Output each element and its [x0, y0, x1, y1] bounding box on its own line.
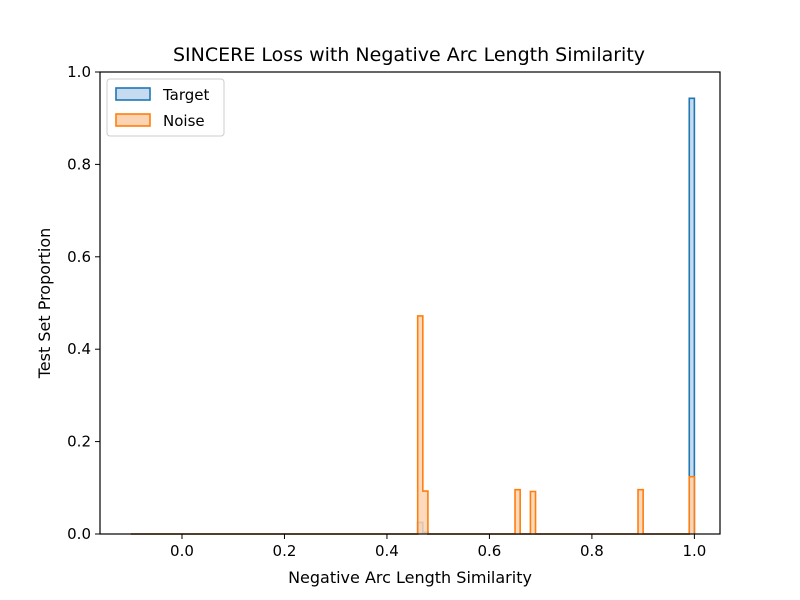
- y-tick-label: 0.0: [67, 525, 91, 543]
- legend-swatch-noise: [115, 113, 151, 127]
- x-tick-label: 0.8: [580, 542, 604, 560]
- y-axis-label: Test Set Proportion: [35, 228, 54, 380]
- x-tick-label: 0.4: [375, 542, 399, 560]
- plot-area: [99, 71, 721, 535]
- x-tick-label: 1.0: [682, 542, 706, 560]
- x-axis: 0.0 0.2 0.4 0.6 0.8 1.0: [170, 534, 706, 560]
- y-tick-label: 0.8: [67, 155, 91, 173]
- y-tick-label: 0.4: [67, 340, 91, 358]
- legend-swatch-target: [115, 87, 151, 101]
- y-tick-label: 0.2: [67, 433, 91, 451]
- x-tick-label: 0.0: [170, 542, 194, 560]
- plot-frame: [99, 71, 721, 535]
- y-tick-label: 0.6: [67, 248, 91, 266]
- x-tick-label: 0.6: [477, 542, 501, 560]
- plot-background: [100, 72, 720, 534]
- x-tick-label: 0.2: [273, 542, 297, 560]
- legend-label-target: Target: [162, 86, 210, 104]
- y-tick-label: 1.0: [67, 63, 91, 81]
- legend: Target Noise: [106, 78, 225, 137]
- y-axis: 0.0 0.2 0.4 0.6 0.8 1.0: [67, 63, 100, 543]
- legend-items: Target Noise: [115, 86, 210, 130]
- legend-label-noise: Noise: [163, 112, 205, 130]
- chart-title: SINCERE Loss with Negative Arc Length Si…: [173, 44, 645, 66]
- x-axis-label: Negative Arc Length Similarity: [288, 568, 532, 587]
